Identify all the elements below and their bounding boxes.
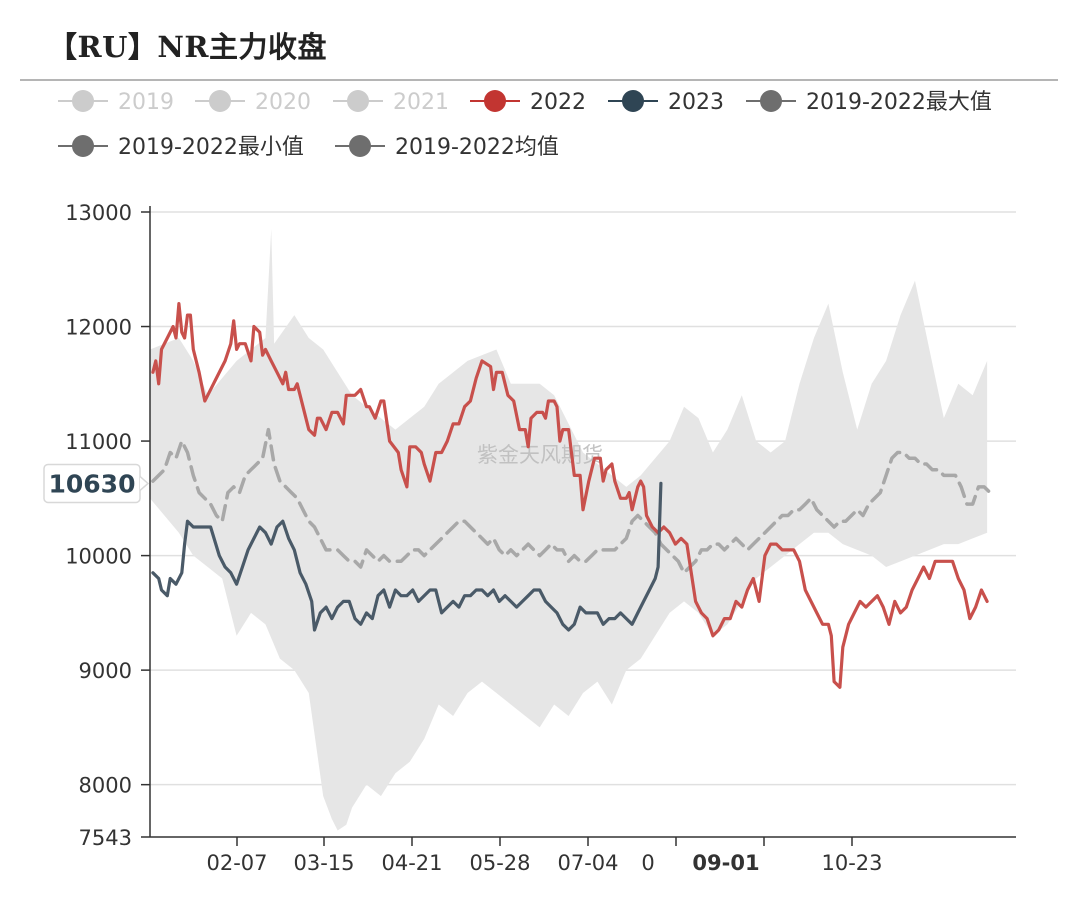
series-2023-line (151, 481, 663, 632)
axes: 13000 12000 11000 10000 9000 8000 7543 02-07 03-… (65, 201, 1016, 875)
legend-label: 2019-2022最大值 (806, 90, 992, 115)
legend-item-6[interactable]: 2019-2022最小值 (58, 135, 304, 160)
x-tick-label: 05-28 (469, 851, 530, 875)
series-2022-line (151, 302, 989, 689)
legend-item-4[interactable]: 2023 (608, 90, 724, 115)
y-tick-label: 7543 (79, 826, 132, 850)
max-min-band (150, 229, 988, 831)
y-tick-label: 11000 (65, 430, 132, 454)
legend-label: 2022 (530, 90, 586, 115)
legend-marker (484, 90, 506, 112)
legend-label: 2019-2022均值 (395, 135, 559, 160)
legend-label: 2020 (255, 90, 311, 115)
x-tick-label: 04-21 (381, 851, 442, 875)
current-value-label: 10630 (49, 469, 136, 498)
legend-label: 2019 (118, 90, 174, 115)
y-tick-label: 8000 (79, 774, 132, 798)
legend-item-1[interactable]: 2020 (195, 90, 311, 115)
y-tick-label: 12000 (65, 316, 132, 340)
y-tick-label: 13000 (65, 201, 132, 225)
page-title: 【RU】NR主力收盘 (48, 30, 327, 64)
current-value-pointer (139, 475, 150, 492)
legend-label: 2019-2022最小值 (118, 135, 304, 160)
legend-marker (622, 90, 644, 112)
legend-marker (760, 90, 782, 112)
band-group (150, 229, 988, 831)
legend: 2019 2020 2021 2022 2023 2019-2022最大值 2019-202… (58, 90, 992, 160)
legend-item-7[interactable]: 2019-2022均值 (335, 135, 559, 160)
x-tick-label: 0 (641, 851, 654, 875)
y-tick-label: 9000 (79, 659, 132, 683)
legend-item-3[interactable]: 2022 (470, 90, 586, 115)
x-tick-label: 09-01 (692, 851, 759, 875)
legend-item-0[interactable]: 2019 (58, 90, 174, 115)
current-value-marker: 10630 (43, 463, 150, 504)
watermark: 紫金天风期货 (477, 443, 603, 467)
x-tick-label: 07-04 (557, 851, 618, 875)
legend-item-5[interactable]: 2019-2022最大值 (746, 90, 992, 115)
legend-marker (347, 90, 369, 112)
mean-line (151, 427, 992, 575)
x-tick-label: 03-15 (293, 851, 354, 875)
title-divider (20, 79, 1058, 81)
legend-marker (349, 135, 371, 157)
legend-label: 2021 (393, 90, 449, 115)
x-tick-label: 10-23 (821, 851, 882, 875)
x-tick-label: 02-07 (206, 851, 267, 875)
legend-item-2[interactable]: 2021 (333, 90, 449, 115)
series-group (151, 302, 992, 689)
y-tick-label: 10000 (65, 545, 132, 569)
legend-marker (72, 90, 94, 112)
legend-marker (209, 90, 231, 112)
legend-marker (72, 135, 94, 157)
legend-label: 2023 (668, 90, 724, 115)
